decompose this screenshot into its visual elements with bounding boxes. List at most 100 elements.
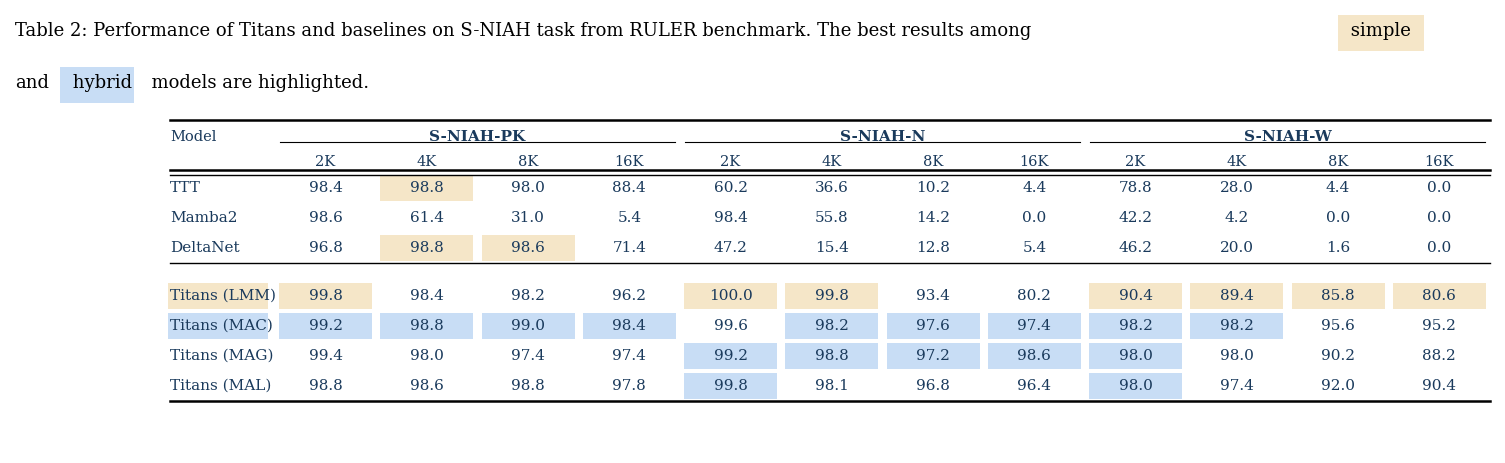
Bar bbox=[1291, 283, 1385, 309]
Text: 14.2: 14.2 bbox=[917, 211, 950, 225]
Text: 97.4: 97.4 bbox=[1221, 379, 1254, 393]
Bar bbox=[1090, 283, 1183, 309]
Text: 46.2: 46.2 bbox=[1118, 241, 1153, 255]
Text: 98.8: 98.8 bbox=[512, 379, 545, 393]
Text: 98.0: 98.0 bbox=[1118, 379, 1153, 393]
Text: 0.0: 0.0 bbox=[1427, 181, 1451, 195]
Text: 4.4: 4.4 bbox=[1022, 181, 1046, 195]
Text: 98.8: 98.8 bbox=[309, 379, 343, 393]
Text: 98.4: 98.4 bbox=[409, 289, 444, 303]
Text: S-NIAH-PK: S-NIAH-PK bbox=[429, 130, 525, 144]
Bar bbox=[1190, 313, 1284, 339]
Text: 4.4: 4.4 bbox=[1326, 181, 1350, 195]
Text: Model: Model bbox=[170, 130, 217, 144]
Text: 55.8: 55.8 bbox=[816, 211, 849, 225]
Text: 28.0: 28.0 bbox=[1221, 181, 1254, 195]
Bar bbox=[482, 313, 575, 339]
Bar bbox=[886, 313, 980, 339]
Text: 90.4: 90.4 bbox=[1422, 379, 1457, 393]
Text: S-NIAH-N: S-NIAH-N bbox=[840, 130, 926, 144]
Text: 99.8: 99.8 bbox=[713, 379, 748, 393]
Text: S-NIAH-W: S-NIAH-W bbox=[1243, 130, 1332, 144]
Text: 90.4: 90.4 bbox=[1118, 289, 1153, 303]
Text: 98.4: 98.4 bbox=[713, 211, 748, 225]
FancyBboxPatch shape bbox=[1338, 15, 1424, 51]
Text: 97.2: 97.2 bbox=[917, 349, 950, 363]
Text: DeltaNet: DeltaNet bbox=[170, 241, 239, 255]
Text: 16K: 16K bbox=[614, 155, 644, 169]
Text: 99.8: 99.8 bbox=[309, 289, 343, 303]
Text: 98.8: 98.8 bbox=[409, 181, 444, 195]
Text: 0.0: 0.0 bbox=[1427, 241, 1451, 255]
Text: models are highlighted.: models are highlighted. bbox=[140, 74, 369, 92]
Text: 98.0: 98.0 bbox=[409, 349, 444, 363]
Text: 61.4: 61.4 bbox=[409, 211, 444, 225]
Text: 60.2: 60.2 bbox=[713, 181, 748, 195]
Text: 98.0: 98.0 bbox=[1118, 349, 1153, 363]
Text: 85.8: 85.8 bbox=[1321, 289, 1355, 303]
Text: 99.4: 99.4 bbox=[309, 349, 343, 363]
Bar bbox=[278, 313, 372, 339]
Text: simple: simple bbox=[1345, 22, 1410, 40]
Text: 98.6: 98.6 bbox=[512, 241, 545, 255]
Text: 78.8: 78.8 bbox=[1118, 181, 1153, 195]
Text: 99.2: 99.2 bbox=[713, 349, 748, 363]
Text: hybrid: hybrid bbox=[68, 74, 132, 92]
Bar bbox=[1392, 283, 1485, 309]
Text: 96.8: 96.8 bbox=[917, 379, 950, 393]
Text: 95.6: 95.6 bbox=[1321, 319, 1355, 333]
Text: 98.8: 98.8 bbox=[409, 241, 444, 255]
Text: 42.2: 42.2 bbox=[1118, 211, 1153, 225]
Text: 92.0: 92.0 bbox=[1321, 379, 1355, 393]
Text: 0.0: 0.0 bbox=[1326, 211, 1350, 225]
Text: 98.8: 98.8 bbox=[409, 319, 444, 333]
Text: 16K: 16K bbox=[1425, 155, 1454, 169]
Text: 97.4: 97.4 bbox=[512, 349, 545, 363]
Text: 2K: 2K bbox=[1126, 155, 1145, 169]
Bar bbox=[582, 313, 676, 339]
Bar bbox=[278, 283, 372, 309]
Text: 8K: 8K bbox=[923, 155, 944, 169]
Text: 97.6: 97.6 bbox=[917, 319, 950, 333]
Text: 80.6: 80.6 bbox=[1422, 289, 1457, 303]
Text: 2K: 2K bbox=[316, 155, 336, 169]
Text: 98.6: 98.6 bbox=[409, 379, 444, 393]
Text: 95.2: 95.2 bbox=[1422, 319, 1457, 333]
Text: 98.0: 98.0 bbox=[512, 181, 545, 195]
Text: 98.2: 98.2 bbox=[1118, 319, 1153, 333]
Text: 1.6: 1.6 bbox=[1326, 241, 1350, 255]
Text: 98.6: 98.6 bbox=[309, 211, 343, 225]
Text: 97.4: 97.4 bbox=[1017, 319, 1052, 333]
Bar bbox=[482, 235, 575, 261]
Text: 99.8: 99.8 bbox=[814, 289, 849, 303]
Text: TTT: TTT bbox=[170, 181, 200, 195]
Text: 20.0: 20.0 bbox=[1221, 241, 1254, 255]
Text: Table 2: Performance of Titans and baselines on S-NIAH task from RULER benchmark: Table 2: Performance of Titans and basel… bbox=[15, 22, 1031, 40]
Bar bbox=[786, 283, 879, 309]
Bar bbox=[987, 313, 1081, 339]
Bar bbox=[1190, 283, 1284, 309]
Text: Titans (MAC): Titans (MAC) bbox=[170, 319, 272, 333]
Bar bbox=[1090, 313, 1183, 339]
Bar bbox=[987, 343, 1081, 369]
Text: 98.6: 98.6 bbox=[1017, 349, 1052, 363]
Bar bbox=[786, 313, 879, 339]
Text: 10.2: 10.2 bbox=[917, 181, 950, 195]
Text: 36.6: 36.6 bbox=[814, 181, 849, 195]
FancyBboxPatch shape bbox=[60, 67, 134, 103]
Bar bbox=[169, 283, 268, 309]
Text: 96.4: 96.4 bbox=[1017, 379, 1052, 393]
Text: 88.4: 88.4 bbox=[613, 181, 646, 195]
Text: 31.0: 31.0 bbox=[512, 211, 545, 225]
Text: 5.4: 5.4 bbox=[1022, 241, 1046, 255]
Text: 47.2: 47.2 bbox=[713, 241, 748, 255]
Text: 89.4: 89.4 bbox=[1221, 289, 1254, 303]
Text: and: and bbox=[15, 74, 50, 92]
Text: 98.2: 98.2 bbox=[1221, 319, 1254, 333]
Text: 97.4: 97.4 bbox=[613, 349, 646, 363]
Text: 97.8: 97.8 bbox=[613, 379, 646, 393]
Text: 98.2: 98.2 bbox=[814, 319, 849, 333]
Text: 16K: 16K bbox=[1019, 155, 1049, 169]
Text: 100.0: 100.0 bbox=[709, 289, 752, 303]
Text: Mamba2: Mamba2 bbox=[170, 211, 238, 225]
